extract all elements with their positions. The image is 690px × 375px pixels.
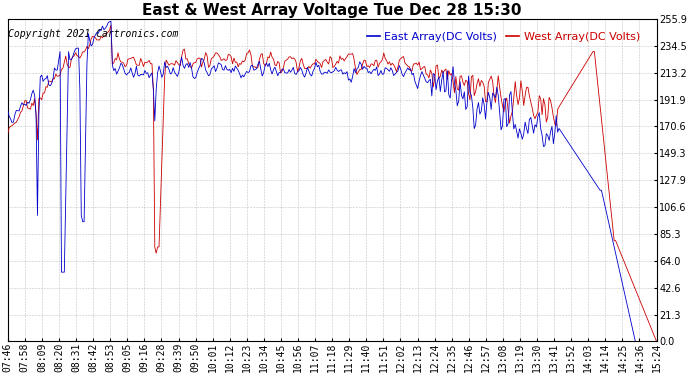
Legend: East Array(DC Volts), West Array(DC Volts): East Array(DC Volts), West Array(DC Volt… (362, 28, 644, 46)
Text: Copyright 2021 Cartronics.com: Copyright 2021 Cartronics.com (8, 28, 179, 39)
Title: East & West Array Voltage Tue Dec 28 15:30: East & West Array Voltage Tue Dec 28 15:… (142, 3, 522, 18)
